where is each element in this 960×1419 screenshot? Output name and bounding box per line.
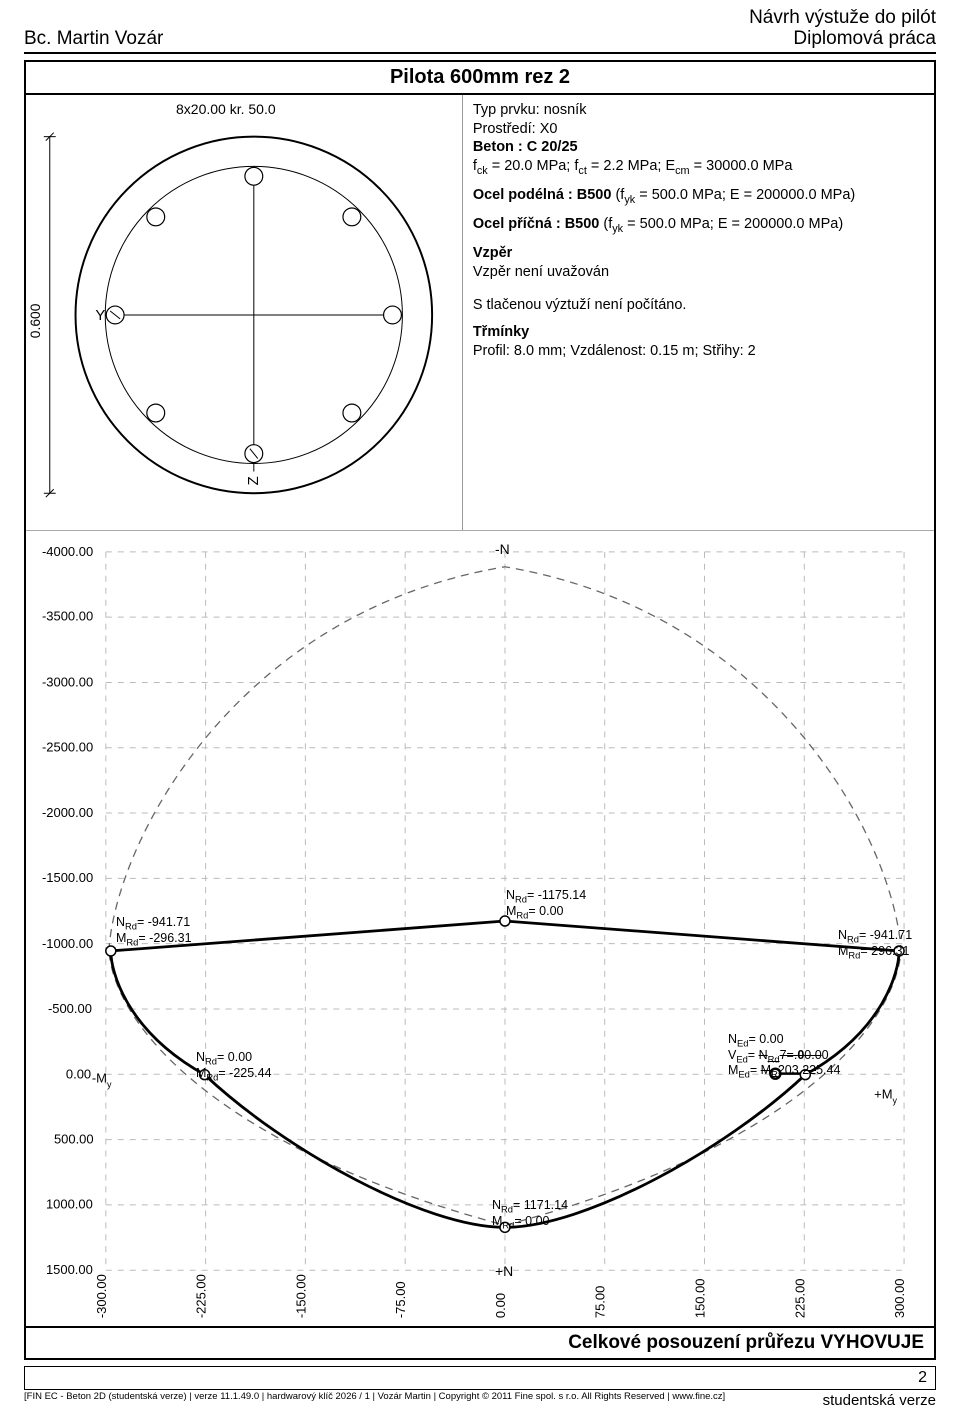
cross-section-drawing: 0.600 Y Z [26, 95, 462, 525]
upper-row: 8x20.00 kr. 50.0 0.600 [26, 95, 934, 531]
header-author: Bc. Martin Vozár [24, 28, 163, 50]
section-title: Pilota 600mm rez 2 [26, 62, 934, 95]
ocel-podelna-label: Ocel podélná : B500 [473, 187, 612, 203]
svg-text:-75.00: -75.00 [393, 1281, 408, 1318]
annot-top-center: NRd= -1175.14MRd= 0.00 [506, 889, 586, 921]
ocel-podelna-props: (fyk = 500.0 MPa; E = 200000.0 MPa) [611, 187, 855, 203]
annot-right: NRd= -941.71MRd= 296.31 [838, 929, 912, 961]
page-number: 2 [24, 1366, 936, 1390]
svg-text:1500.00: 1500.00 [46, 1262, 93, 1277]
interaction-chart: -4000.00 -3500.00 -3000.00 -2500.00 -200… [26, 531, 934, 1326]
svg-text:-225.00: -225.00 [194, 1274, 209, 1318]
svg-text:Y: Y [95, 308, 105, 324]
svg-text:0.00: 0.00 [493, 1293, 508, 1318]
svg-text:+N: +N [495, 1263, 513, 1279]
svg-text:75.00: 75.00 [593, 1285, 608, 1317]
trminky-label: Třmínky [473, 324, 529, 340]
svg-text:300.00: 300.00 [892, 1278, 907, 1318]
info-ocel-pricna: Ocel příčná : B500 (fyk = 500.0 MPa; E =… [473, 215, 924, 236]
rebar-label: 8x20.00 kr. 50.0 [176, 101, 276, 117]
annot-left: NRd= -941.71MRd= -296.31 [116, 916, 192, 948]
fineprint-text: [FIN EC - Beton 2D (studentská verze) | … [24, 1392, 811, 1402]
svg-text:500.00: 500.00 [54, 1131, 94, 1146]
svg-text:0.00: 0.00 [66, 1066, 91, 1081]
cross-section-cell: 8x20.00 kr. 50.0 0.600 [26, 95, 462, 530]
header-title-line1: Návrh výstuže do pilót [749, 8, 936, 29]
fineprint-row: [FIN EC - Beton 2D (studentská verze) | … [24, 1392, 936, 1409]
svg-text:-3000.00: -3000.00 [42, 674, 93, 689]
info-prostredi: Prostředí: X0 [473, 120, 924, 139]
svg-text:-2500.00: -2500.00 [42, 739, 93, 754]
info-trminky-text: Profil: 8.0 mm; Vzdálenost: 0.15 m; Stři… [473, 342, 924, 361]
info-ocel-podelna: Ocel podélná : B500 (fyk = 500.0 MPa; E … [473, 186, 924, 207]
svg-text:+My: +My [874, 1086, 897, 1105]
ocel-pricna-label: Ocel příčná : B500 [473, 216, 600, 232]
svg-text:150.00: 150.00 [693, 1278, 708, 1318]
fineprint-right: studentská verze [811, 1392, 936, 1409]
svg-text:Z: Z [246, 476, 262, 485]
vzper-label: Vzpěr [473, 245, 513, 261]
diameter-label: 0.600 [27, 303, 43, 338]
main-box: Pilota 600mm rez 2 8x20.00 kr. 50.0 0.60… [24, 60, 936, 1328]
info-beton: Beton : C 20/25 [473, 138, 924, 157]
ocel-pricna-props: (fyk = 500.0 MPa; E = 200000.0 MPa) [599, 216, 843, 232]
info-cell: Typ prvku: nosník Prostředí: X0 Beton : … [462, 95, 934, 530]
header: Bc. Martin Vozár Návrh výstuže do pilót … [24, 8, 936, 54]
annot-bottom: NRd= 1171.14MRd= 0.00 [492, 1199, 568, 1231]
svg-text:-500.00: -500.00 [48, 1001, 92, 1016]
info-typ-prvku: Typ prvku: nosník [473, 101, 924, 120]
svg-text:-2000.00: -2000.00 [42, 805, 93, 820]
annot-zero-left: NRd= 0.00MRd= -225.44 [196, 1051, 272, 1083]
svg-text:225.00: 225.00 [792, 1278, 807, 1318]
svg-text:-150.00: -150.00 [293, 1274, 308, 1318]
info-trminky: Třmínky [473, 323, 924, 342]
svg-text:-1000.00: -1000.00 [42, 936, 93, 951]
svg-text:-3500.00: -3500.00 [42, 608, 93, 623]
svg-text:-My: -My [92, 1070, 112, 1089]
info-vzper: Vzpěr [473, 244, 924, 263]
svg-text:-4000.00: -4000.00 [42, 544, 93, 559]
annot-zero-right: NEd= 0.00VEd= NRd7=.00.00MEd= MR203.225.… [728, 1033, 840, 1080]
svg-text:-1500.00: -1500.00 [42, 870, 93, 885]
info-vzper-text: Vzpěr není uvažován [473, 263, 924, 282]
svg-text:-N: -N [495, 541, 510, 557]
beton-label: Beton : C 20/25 [473, 139, 578, 155]
svg-text:1000.00: 1000.00 [46, 1196, 93, 1211]
page: Bc. Martin Vozár Návrh výstuže do pilót … [0, 0, 960, 1417]
header-title-line2: Diplomová práca [749, 29, 936, 50]
info-concrete-props: fck = 20.0 MPa; fct = 2.2 MPa; Ecm = 300… [473, 157, 924, 178]
header-title: Návrh výstuže do pilót Diplomová práca [749, 8, 936, 50]
svg-text:-300.00: -300.00 [94, 1274, 109, 1318]
result-bar: Celkové posouzení průřezu VYHOVUJE [24, 1328, 936, 1360]
info-tlacena: S tlačenou výztuží není počítáno. [473, 296, 924, 315]
